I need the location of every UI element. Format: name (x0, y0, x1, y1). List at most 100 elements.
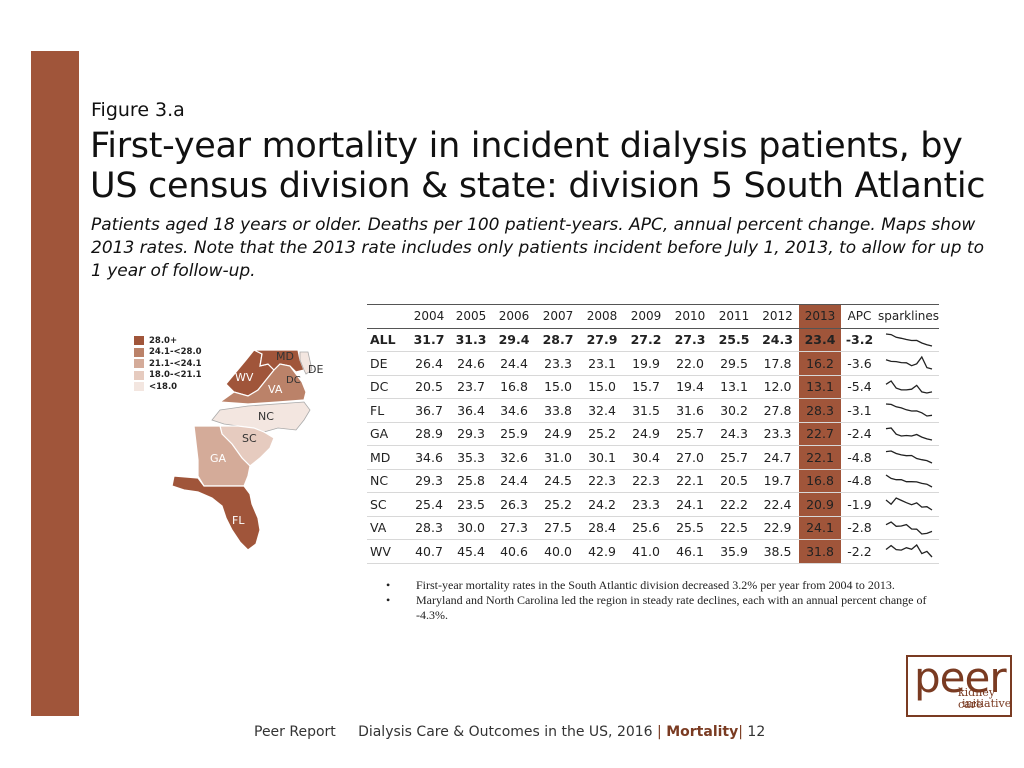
table-cell: 25.9 (492, 422, 536, 446)
apc-cell: -5.4 (841, 375, 878, 399)
table-cell: 32.4 (580, 398, 624, 423)
footer-report: Peer Report (254, 724, 336, 740)
table-cell: 24.2 (580, 492, 624, 517)
figure-title: First-year mortality in incident dialysi… (90, 126, 986, 206)
finding-item: Maryland and North Carolina led the regi… (378, 593, 948, 623)
table-cell: 25.2 (580, 422, 624, 446)
table-cell: 29.4 (492, 328, 536, 352)
map-state-va (218, 363, 307, 405)
table-cell: 45.4 (450, 539, 492, 564)
map-label-dc: DC (286, 375, 301, 386)
logo-wordmark: peer (914, 653, 1007, 702)
table-cell: 31.3 (450, 328, 492, 352)
column-header: 2004 (408, 304, 450, 329)
map-legend: 28.0+ 24.1-<28.0 21.1-<24.1 18.0-<21.1 <18.0 (134, 335, 202, 393)
table-cell: 35.3 (450, 445, 492, 470)
column-header: 2012 (756, 304, 799, 329)
row-label: VA (367, 516, 408, 540)
table-row: MD 34.6 35.3 32.6 31.0 30.1 30.4 27.0 25.7 24.7 22… (367, 445, 940, 470)
sparkline (885, 403, 932, 417)
table-cell: 24.7 (756, 445, 799, 470)
sparkline-line (885, 544, 932, 558)
row-label: ALL (367, 328, 408, 352)
sparkline-cell (878, 492, 940, 517)
table-cell: 34.6 (408, 445, 450, 470)
table-cell: 28.4 (580, 516, 624, 540)
table-cell: 20.5 (712, 469, 756, 493)
row-label: FL (367, 398, 408, 423)
logo-line2: initiative (962, 697, 1012, 710)
table-row: NC 29.3 25.8 24.4 24.5 22.3 22.3 22.1 20.5 19.7 16… (367, 469, 940, 493)
sparkline-line (885, 379, 932, 394)
table-cell: 19.7 (756, 469, 799, 493)
table-cell: 34.6 (492, 398, 536, 423)
sparkline-line (885, 356, 932, 370)
legend-label: 21.1-<24.1 (149, 358, 202, 369)
table-cell: 22.7 (799, 422, 841, 446)
table-row: ALL 31.7 31.3 29.4 28.7 27.9 27.2 27.3 25.5 24.3 2… (367, 328, 940, 352)
apc-cell: -3.1 (841, 398, 878, 423)
finding-item: First-year mortality rates in the South … (378, 578, 948, 593)
table-row: SC 25.4 23.5 26.3 25.2 24.2 23.3 24.1 22.2 22.4 20… (367, 492, 940, 517)
column-header: 2006 (492, 304, 536, 329)
legend-label: <18.0 (149, 381, 178, 392)
table-cell: 22.3 (624, 469, 668, 493)
table-cell: 25.2 (536, 492, 580, 517)
apc-cell: -2.4 (841, 422, 878, 446)
sidebar-accent-bar (31, 51, 79, 716)
sparkline-line (885, 403, 932, 417)
table-cell: 25.5 (712, 328, 756, 352)
legend-swatch (134, 347, 144, 357)
row-label: DC (367, 375, 408, 399)
column-header: 2009 (624, 304, 668, 329)
table-cell: 22.1 (668, 469, 712, 493)
sparkline (885, 520, 932, 535)
sparkline (885, 333, 932, 347)
sparkline (885, 544, 932, 558)
table-cell: 30.2 (712, 398, 756, 423)
sparkline (885, 379, 932, 394)
sparkline (885, 427, 932, 441)
figure-subtitle: Patients aged 18 years or older. Deaths … (91, 215, 984, 281)
table-cell: 27.3 (668, 328, 712, 352)
table-cell: 24.1 (799, 516, 841, 540)
table-cell: 27.9 (580, 328, 624, 352)
table-cell: 20.5 (408, 375, 450, 399)
column-header: 2007 (536, 304, 580, 329)
footer-separator: | (657, 724, 662, 740)
row-label: DE (367, 351, 408, 376)
table-cell: 22.9 (756, 516, 799, 540)
table-cell: 22.5 (712, 516, 756, 540)
table-cell: 40.6 (492, 539, 536, 564)
south-atlantic-map: MD DE WV DC VA NC SC GA FL (171, 349, 323, 551)
table-cell: 22.3 (580, 469, 624, 493)
table-row: DC 20.5 23.7 16.8 15.0 15.0 15.7 19.4 13.1 12.0 13… (367, 375, 940, 399)
table-cell: 27.2 (624, 328, 668, 352)
map-label-fl: FL (232, 514, 245, 527)
table-cell: 40.7 (408, 539, 450, 564)
table-cell: 31.7 (408, 328, 450, 352)
table-cell: 31.5 (624, 398, 668, 423)
legend-label: 28.0+ (149, 335, 178, 346)
table-cell: 22.4 (756, 492, 799, 517)
table-row: FL 36.7 36.4 34.6 33.8 32.4 31.5 31.6 30.2 27.8 28… (367, 398, 940, 423)
table-cell: 24.3 (756, 328, 799, 352)
sparkline-cell (878, 516, 940, 540)
table-cell: 28.3 (799, 398, 841, 423)
table-cell: 41.0 (624, 539, 668, 564)
map-label-ga: GA (210, 452, 227, 465)
legend-swatch (134, 359, 144, 369)
row-label: GA (367, 422, 408, 446)
sparkline-line (885, 427, 932, 441)
map-label-de: DE (308, 363, 323, 376)
table-cell: 27.3 (492, 516, 536, 540)
table-cell: 26.3 (492, 492, 536, 517)
footer-page-number: 12 (747, 724, 766, 740)
table-cell: 22.0 (668, 351, 712, 376)
apc-cell: -1.9 (841, 492, 878, 517)
page-footer: Peer Report Dialysis Care & Outcomes in … (254, 724, 765, 740)
legend-item: 28.0+ (134, 335, 202, 347)
map-state-ga (193, 425, 251, 487)
sparkline-cell (878, 398, 940, 423)
table-cell: 24.9 (536, 422, 580, 446)
